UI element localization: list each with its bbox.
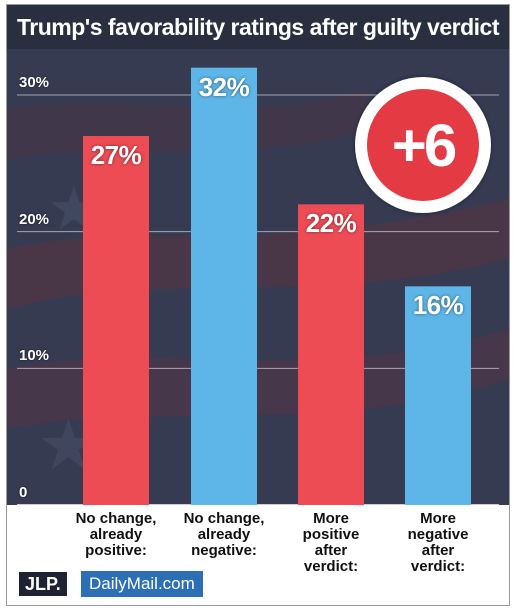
category-label: More positive after verdict: [302,510,360,575]
dailymail-logo: DailyMail.com [81,571,203,597]
change-badge: +6 [355,77,491,213]
chart-title: Trump's favorability ratings after guilt… [17,14,499,40]
bar [191,67,257,505]
y-tick-label: 20% [19,210,50,228]
y-tick-label: 10% [19,347,50,365]
category-label: More negative after verdict: [407,510,469,575]
category-label: No change, already positive: [75,510,157,559]
category-label: No change, already negative: [183,510,265,559]
bar [405,286,471,505]
bar-value-label: 32% [198,71,250,102]
bar [298,204,364,506]
change-badge-text: +6 [367,89,479,201]
bar-chart [17,67,499,506]
bar-value-label: 16% [412,290,464,321]
bar-value-label: 27% [90,140,142,170]
y-tick-label: 0 [19,484,28,501]
jlp-logo: JLP. [19,572,67,596]
bar [83,136,149,505]
chart-frame: Trump's favorability ratings after guilt… [6,4,510,606]
bar-value-label: 22% [305,208,357,239]
title-bar [7,5,509,49]
y-tick-label: 30% [19,74,50,91]
